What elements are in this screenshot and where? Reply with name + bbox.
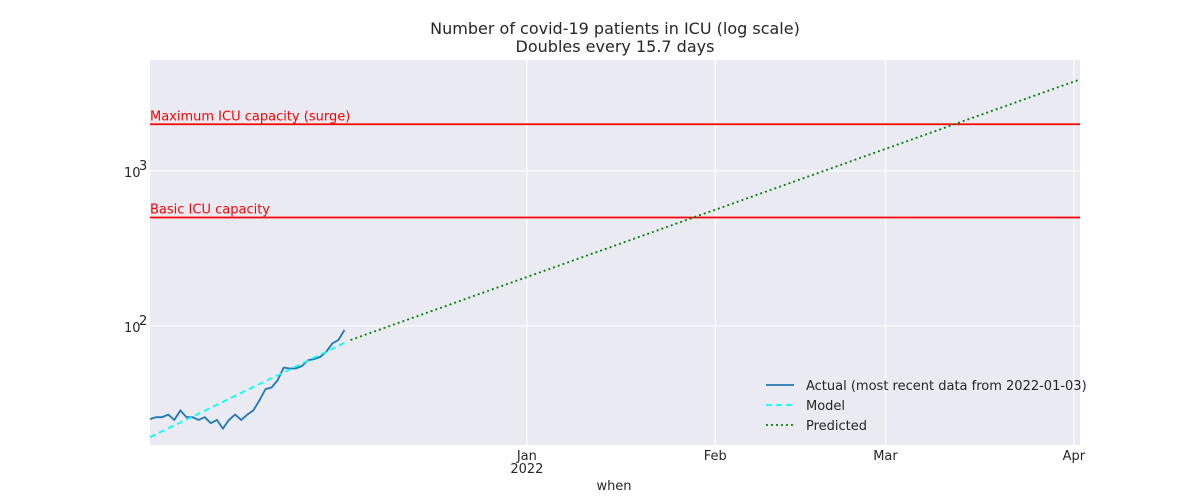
capacity-label: Basic ICU capacity bbox=[150, 203, 270, 218]
x-axis-label: when bbox=[596, 479, 631, 494]
legend: Actual (most recent data from 2022-01-03… bbox=[766, 379, 1087, 434]
capacity-label: Maximum ICU capacity (surge) bbox=[150, 109, 350, 124]
chart-subtitle: Doubles every 15.7 days bbox=[516, 37, 715, 56]
series-line-dotted bbox=[350, 78, 1081, 341]
y-tick-label: 103 bbox=[124, 159, 147, 181]
y-tick-label: 102 bbox=[124, 314, 147, 336]
series-line-dashed bbox=[149, 342, 345, 439]
x-tick-label: Mar bbox=[873, 449, 898, 464]
legend-entry: Predicted bbox=[806, 419, 867, 434]
y-tick-base: 10 bbox=[124, 166, 141, 181]
legend-entry: Model bbox=[806, 399, 845, 414]
x-tick-sublabel: 2022 bbox=[510, 462, 543, 477]
x-tick-label: Feb bbox=[704, 449, 727, 464]
series-line-solid bbox=[149, 329, 346, 431]
x-tick-label: Apr bbox=[1063, 449, 1086, 464]
legend-entry: Actual (most recent data from 2022-01-03… bbox=[806, 379, 1087, 394]
chart-title: Number of covid-19 patients in ICU (log … bbox=[430, 19, 800, 38]
x-tick-label: Jan bbox=[516, 449, 537, 464]
y-tick-exponent: 2 bbox=[139, 314, 147, 329]
y-tick-base: 10 bbox=[124, 321, 141, 336]
y-tick-exponent: 3 bbox=[139, 159, 147, 174]
data-series bbox=[149, 78, 1081, 439]
capacity-lines: Maximum ICU capacity (surge) Basic ICU ca… bbox=[150, 109, 1080, 219]
